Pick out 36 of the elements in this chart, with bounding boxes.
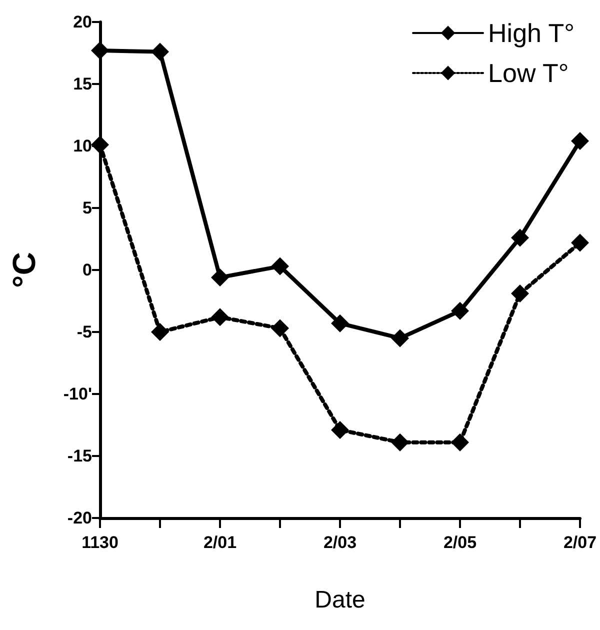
point <box>91 136 109 154</box>
point <box>571 132 589 150</box>
x-axis-title: Date <box>314 586 366 614</box>
legend-label: High T° <box>488 18 575 48</box>
y-tick-label: 5 <box>82 198 92 218</box>
point <box>331 420 349 439</box>
x-tick-label: 2/03 <box>323 533 357 552</box>
x-tick-label: 2/05 <box>443 533 477 552</box>
point <box>271 257 289 276</box>
point <box>451 302 469 320</box>
point <box>91 42 109 60</box>
point <box>391 329 409 348</box>
x-tick-label: 1130 <box>82 533 118 552</box>
y-tick-label: -5 <box>76 322 92 342</box>
y-tick-label: -10' <box>63 384 92 404</box>
y-tick-label: -15 <box>67 446 92 466</box>
point <box>571 234 589 252</box>
x-tick-label: 2/07 <box>563 533 597 552</box>
point <box>511 284 529 303</box>
point <box>151 323 169 341</box>
y-axis-title: °C <box>6 252 42 288</box>
point <box>211 268 229 286</box>
y-tick-label: 20 <box>73 12 92 32</box>
x-tick-label: 2/01 <box>203 533 237 552</box>
point <box>271 319 289 338</box>
point <box>451 433 469 452</box>
y-tick-label: 15 <box>73 74 92 94</box>
y-tick-label: -20 <box>67 508 92 528</box>
point <box>331 314 349 332</box>
legend-label: Low T° <box>488 58 569 88</box>
point <box>151 42 169 61</box>
point <box>391 433 409 452</box>
y-tick-label: 10 <box>73 136 92 156</box>
y-tick-label: 0 <box>82 260 92 280</box>
point <box>211 308 229 326</box>
point <box>511 228 529 247</box>
